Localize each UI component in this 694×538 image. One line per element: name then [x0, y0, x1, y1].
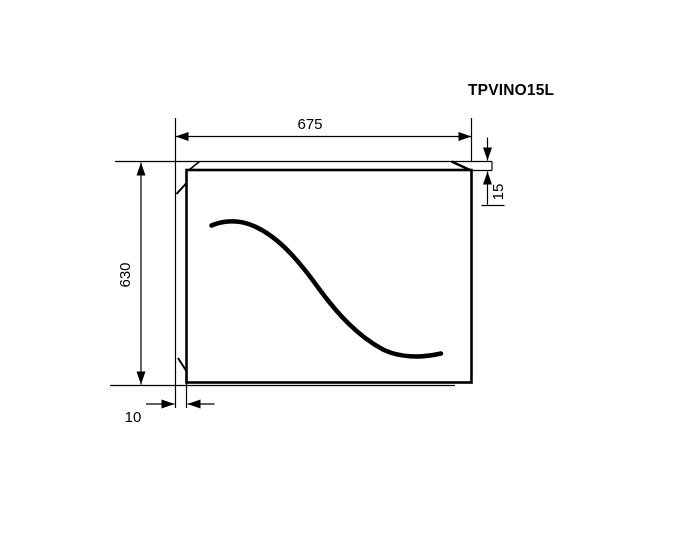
dim-height-label: 630	[117, 262, 134, 288]
dim-width-label: 675	[297, 116, 323, 133]
dim-lip-label: 15	[490, 183, 507, 201]
s-curve	[209, 219, 444, 359]
drawing-title: TPVINO15L	[468, 82, 555, 99]
left-flange	[174, 118, 188, 408]
dim-return-label: 10	[124, 409, 142, 426]
dim-lip-lines	[481, 137, 505, 207]
top-rim	[115, 160, 493, 172]
panel-outline	[185, 168, 473, 384]
